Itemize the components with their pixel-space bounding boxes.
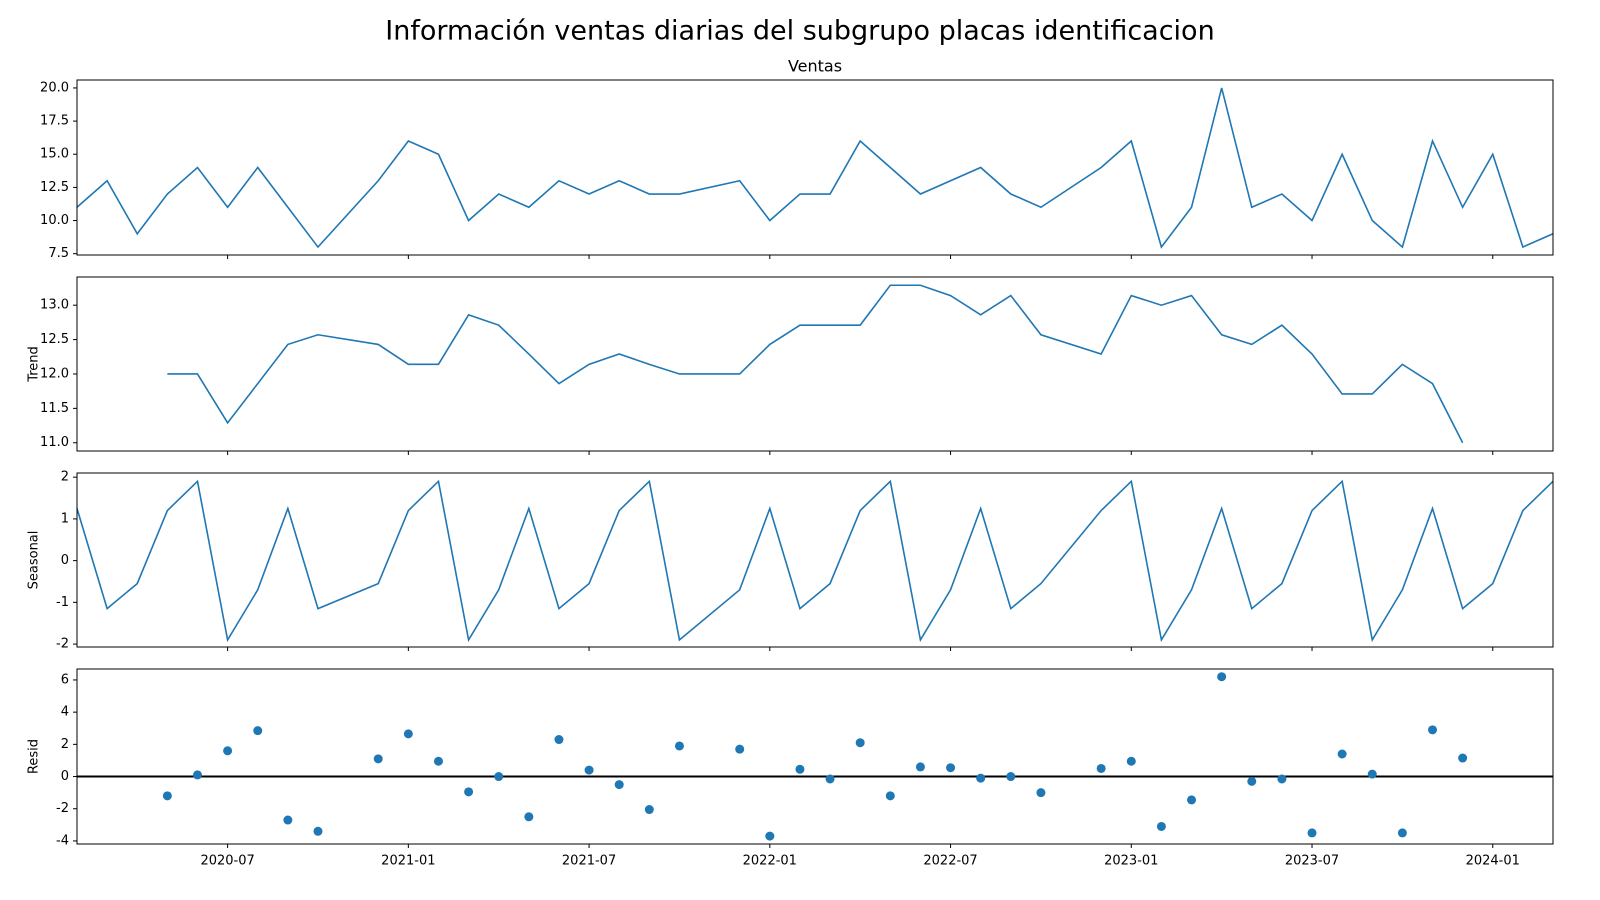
chart-title: Información ventas diarias del subgrupo … xyxy=(385,16,1214,47)
x-tick-label: 2022-01 xyxy=(743,854,797,869)
x-tick-label: 2022-07 xyxy=(923,854,977,869)
series-line xyxy=(167,284,1464,444)
y-tick-label: 6 xyxy=(61,672,69,687)
resid-point xyxy=(765,831,775,841)
x-tick-label: 2020-07 xyxy=(200,854,254,869)
resid-point xyxy=(1428,725,1438,735)
y-tick-label: 1 xyxy=(61,511,69,526)
x-tick-label: 2023-01 xyxy=(1104,854,1158,869)
panel: Trend 11.0 11.5 12.0 12.5 13.0 xyxy=(27,276,1554,455)
x-tick-label: 2024-01 xyxy=(1466,854,1520,869)
series-line xyxy=(76,479,1554,643)
series-line xyxy=(76,87,1554,249)
y-tick-label: -4 xyxy=(56,833,69,848)
resid-point xyxy=(584,765,594,775)
y-tick-label: -1 xyxy=(56,595,69,610)
y-tick-label: 12.5 xyxy=(40,180,69,195)
y-tick-label: -2 xyxy=(56,801,69,816)
panel-frame xyxy=(76,472,1554,648)
y-tick-label: 2 xyxy=(61,737,69,752)
resid-point xyxy=(946,763,956,773)
y-axis-label: Seasonal xyxy=(27,531,42,590)
resid-point xyxy=(885,791,895,801)
resid-point xyxy=(1156,821,1166,831)
resid-point xyxy=(403,729,413,739)
y-tick-label: -2 xyxy=(56,637,69,652)
resid-point xyxy=(162,791,172,801)
y-tick-label: 0 xyxy=(61,553,69,568)
resid-point xyxy=(1096,763,1106,773)
y-tick-label: 12.0 xyxy=(40,366,69,381)
y-axis-label: Resid xyxy=(27,739,42,774)
resid-point xyxy=(373,754,383,764)
y-tick-label: 11.5 xyxy=(40,401,69,416)
resid-point xyxy=(674,741,684,751)
y-tick-label: 4 xyxy=(61,705,69,720)
resid-point xyxy=(223,746,233,756)
y-tick-label: 10.0 xyxy=(40,213,69,228)
y-tick-label: 0 xyxy=(61,769,69,784)
panel-frame xyxy=(76,276,1554,452)
resid-point xyxy=(795,764,805,774)
resid-point xyxy=(1217,672,1227,682)
resid-point xyxy=(1277,774,1287,784)
x-tick-label: 2023-07 xyxy=(1285,854,1339,869)
resid-point xyxy=(283,815,293,825)
resid-point xyxy=(1126,756,1136,766)
y-tick-label: 7.5 xyxy=(48,246,69,261)
resid-point xyxy=(614,780,624,790)
panel: Seasonal -2 -1 0 1 2 xyxy=(27,470,1554,652)
x-tick-label: 2021-01 xyxy=(381,854,435,869)
y-tick-label: 17.5 xyxy=(40,114,69,129)
y-tick-label: 20.0 xyxy=(40,80,69,95)
resid-point xyxy=(1397,828,1407,838)
resid-point xyxy=(1247,776,1257,786)
resid-point xyxy=(735,744,745,754)
resid-point xyxy=(855,738,865,748)
y-tick-label: 2 xyxy=(61,470,69,485)
resid-point xyxy=(433,756,443,766)
resid-point xyxy=(313,826,323,836)
resid-point xyxy=(1458,753,1468,763)
panel: Ventas 7.5 10.0 12.5 15.0 17.5 20.0 xyxy=(40,57,1554,261)
y-tick-label: 12.5 xyxy=(40,332,69,347)
resid-point xyxy=(1337,749,1347,759)
resid-point xyxy=(464,787,474,797)
y-tick-label: 15.0 xyxy=(40,147,69,162)
y-tick-label: 13.0 xyxy=(40,298,69,313)
resid-point xyxy=(825,774,835,784)
resid-point xyxy=(494,772,504,782)
panel-frame xyxy=(76,668,1554,845)
resid-point xyxy=(1367,769,1377,779)
panel: Resid -4 -2 0 2 4 6 2020-07 2021-01 2021-07 2022-0… xyxy=(27,668,1554,869)
resid-point xyxy=(644,805,654,815)
y-tick-label: 11.0 xyxy=(40,435,69,450)
y-axis-label: Trend xyxy=(27,346,42,383)
resid-point xyxy=(253,726,263,736)
resid-point xyxy=(1187,795,1197,805)
resid-point xyxy=(1006,772,1016,782)
resid-point xyxy=(524,812,534,822)
resid-point xyxy=(554,735,564,745)
panel-frame xyxy=(76,79,1554,256)
x-tick-label: 2021-07 xyxy=(562,854,616,869)
resid-point xyxy=(976,773,986,783)
resid-point xyxy=(915,762,925,772)
resid-point xyxy=(1036,788,1046,798)
resid-point xyxy=(1307,828,1317,838)
panel-title: Ventas xyxy=(788,57,842,76)
resid-point xyxy=(192,770,202,780)
